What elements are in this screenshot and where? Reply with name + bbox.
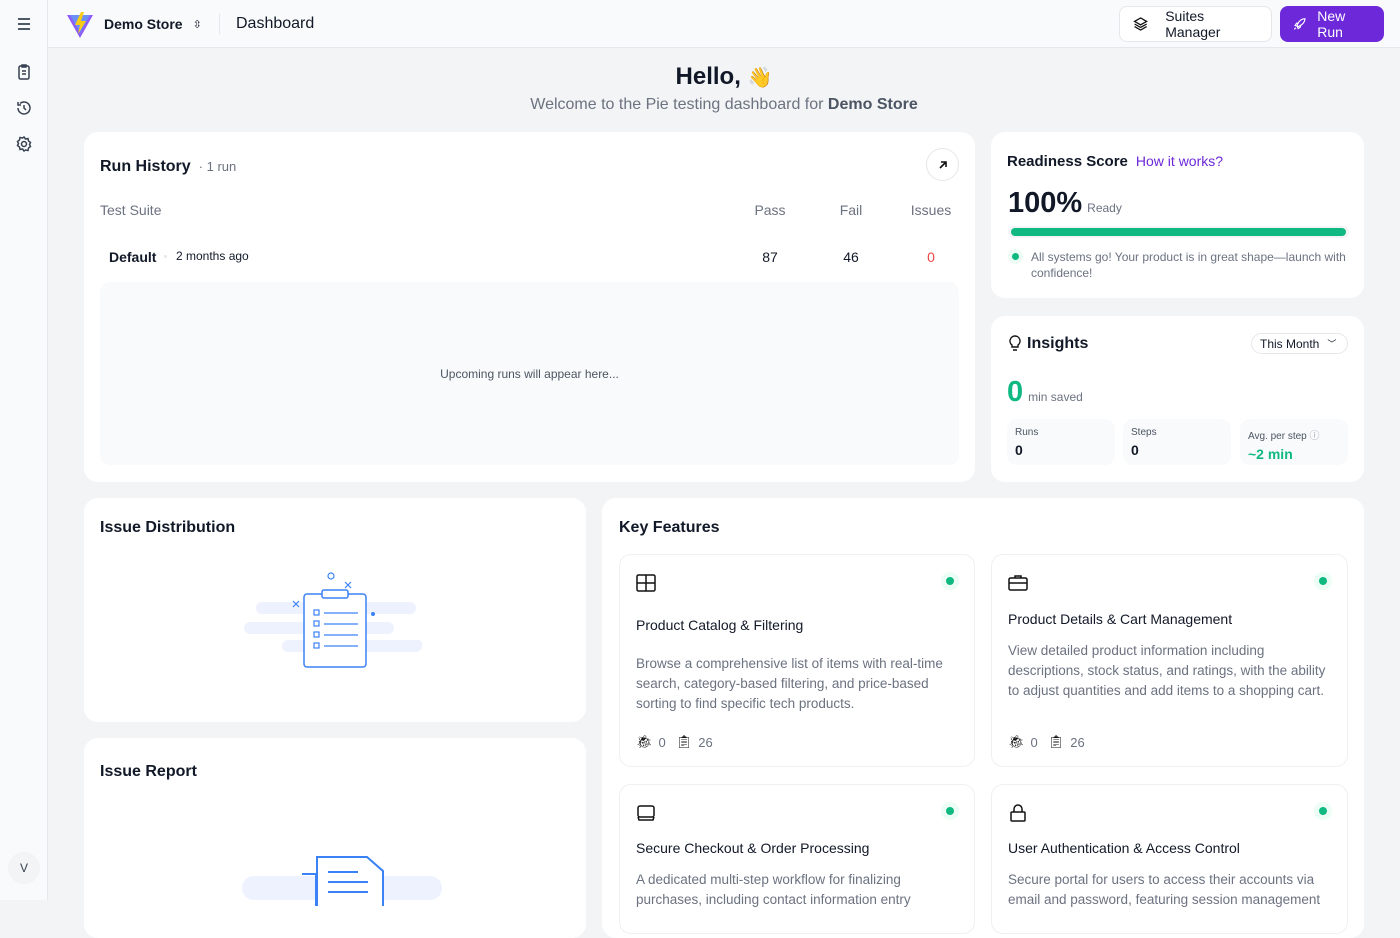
feature-title: Secure Checkout & Order Processing [636, 840, 870, 856]
readiness-status: Ready [1087, 201, 1122, 215]
status-dot [1012, 253, 1019, 260]
header-divider [219, 14, 220, 34]
new-run-button[interactable]: New Run [1280, 6, 1384, 42]
readiness-progress-bar [1008, 226, 1349, 238]
column-header-pass: Pass [754, 202, 786, 218]
run-count: · 1 run [198, 159, 237, 174]
briefcase-icon [1008, 575, 1028, 591]
issue-report-card: Issue Report [84, 738, 586, 938]
grid-icon [636, 574, 656, 592]
bug-icon: 🐞︎ [1008, 734, 1025, 749]
suite-name: Default [109, 249, 157, 265]
rocket-icon [1293, 18, 1306, 30]
test-count: 26 [1070, 734, 1085, 750]
key-features-title: Key Features [619, 519, 720, 536]
feature-title: User Authentication & Access Control [1008, 840, 1240, 856]
page-title: Dashboard [236, 15, 315, 32]
waving-hand-icon: 👋 [747, 67, 773, 89]
upcoming-runs-placeholder: Upcoming runs will appear here... [100, 282, 959, 465]
app-logo [67, 12, 93, 38]
sidebar: V [0, 0, 48, 900]
test-count: 26 [698, 734, 713, 750]
feature-title: Product Catalog & Filtering [636, 617, 804, 633]
bug-icon: 🐞︎ [636, 734, 653, 749]
store-name: Demo Store [104, 16, 183, 32]
top-bar: Demo Store ⇳ Dashboard Suites Manager New… [48, 0, 1400, 48]
status-dot [946, 577, 954, 585]
bug-count: 0 [1030, 734, 1038, 750]
run-history-title: Run History [100, 158, 191, 175]
readiness-score: 100% [1008, 187, 1083, 219]
menu-icon[interactable] [14, 14, 34, 34]
column-header-fail: Fail [839, 202, 863, 218]
column-header-issues: Issues [910, 202, 952, 218]
feature-card[interactable]: Product Details & Cart Management View d… [991, 554, 1348, 767]
greeting-subtitle: Welcome to the Pie testing dashboard for… [530, 96, 918, 113]
clipboard-icon: 📋︎ [675, 734, 693, 749]
settings-icon[interactable] [14, 134, 34, 154]
chevron-up-down-icon: ⇳ [192, 18, 202, 31]
run-history-card: Run History · 1 run Test Suite Pass Fail … [84, 132, 975, 482]
feature-title: Product Details & Cart Management [1008, 611, 1233, 627]
feature-description: View detailed product information includ… [1008, 643, 1326, 698]
store-switcher[interactable]: Demo Store ⇳ [104, 16, 202, 32]
feature-card[interactable]: Product Catalog & Filtering Browse a com… [619, 554, 975, 767]
suites-manager-button[interactable]: Suites Manager [1119, 6, 1272, 42]
history-icon[interactable] [14, 98, 34, 118]
lock-icon [1010, 804, 1026, 822]
status-dot [946, 807, 954, 815]
status-dot [1319, 577, 1327, 585]
run-time: 2 months ago [176, 249, 249, 263]
stat-steps: Steps 0 [1123, 419, 1231, 465]
chevron-down-icon: ﹀ [1327, 339, 1337, 349]
fail-count: 46 [843, 249, 859, 265]
issue-report-title: Issue Report [100, 763, 197, 780]
readiness-title: Readiness Score [1007, 153, 1128, 170]
greeting-title: Hello, 👋 [675, 63, 773, 90]
feature-description: Secure portal for users to access their … [1008, 872, 1321, 907]
period-select[interactable]: This Month ﹀ [1251, 333, 1348, 354]
dot-separator [164, 255, 167, 258]
bug-count: 0 [658, 734, 666, 750]
user-avatar[interactable]: V [8, 852, 40, 884]
arrow-up-right-icon [938, 160, 947, 169]
feature-card[interactable]: Secure Checkout & Order Processing A ded… [619, 784, 975, 934]
table-row[interactable]: Default 2 months ago 87 46 0 [100, 242, 959, 272]
clipboard-icon: 📋︎ [1047, 734, 1065, 749]
readiness-message: All systems go! Your product is in great… [1031, 250, 1346, 280]
status-dot [1319, 807, 1327, 815]
empty-document-illustration [242, 856, 442, 906]
pass-count: 87 [762, 249, 778, 265]
lightbulb-icon [1009, 335, 1021, 351]
readiness-progress-fill [1011, 228, 1346, 236]
stat-runs: Runs 0 [1007, 419, 1115, 465]
clipboard-list-icon[interactable] [14, 62, 34, 82]
info-icon[interactable]: ⓘ [1309, 431, 1320, 442]
issue-distribution-card: Issue Distribution [84, 498, 586, 722]
readiness-card: Readiness Score How it works? 100% Ready A… [991, 132, 1364, 298]
minutes-saved-value: 0 [1007, 376, 1024, 408]
feature-card[interactable]: User Authentication & Access Control Sec… [991, 784, 1348, 934]
issues-count: 0 [927, 249, 935, 265]
layers-icon [1133, 17, 1148, 31]
empty-clipboard-illustration [244, 572, 422, 668]
issue-distribution-title: Issue Distribution [100, 519, 236, 536]
laptop-icon [637, 805, 655, 821]
column-header-suite: Test Suite [100, 202, 162, 218]
open-run-history-button[interactable] [926, 148, 959, 181]
stat-avg-per-step: Avg. per step ⓘ ~2 min [1240, 419, 1348, 465]
insights-title: Insights [1027, 335, 1089, 352]
feature-description: A dedicated multi-step workflow for fina… [636, 872, 911, 907]
how-it-works-link[interactable]: How it works? [1135, 153, 1224, 169]
feature-description: Browse a comprehensive list of items wit… [636, 656, 943, 711]
minutes-saved-label: min saved [1028, 390, 1083, 404]
